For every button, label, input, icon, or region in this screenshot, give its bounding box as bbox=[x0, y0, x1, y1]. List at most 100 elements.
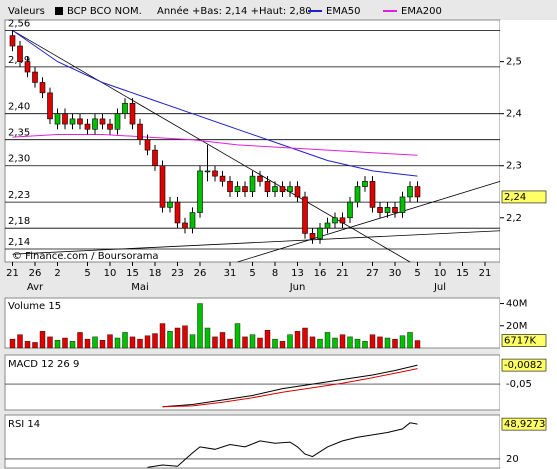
candle-body bbox=[234, 186, 241, 193]
volume-bar bbox=[84, 338, 91, 349]
rsi-panel bbox=[4, 414, 501, 469]
volume-bar bbox=[272, 338, 278, 349]
volume-bar bbox=[167, 331, 173, 349]
candle-body bbox=[317, 227, 323, 239]
y-tick-label: 2,3 bbox=[506, 161, 522, 172]
candle-body bbox=[287, 186, 293, 193]
candle-body bbox=[92, 118, 98, 130]
x-tick-label: 16 bbox=[314, 268, 327, 279]
volume-bar bbox=[264, 330, 271, 349]
candle-body bbox=[17, 45, 23, 62]
volume-bar bbox=[227, 338, 233, 349]
candle-body bbox=[347, 201, 353, 219]
volume-bar bbox=[279, 341, 286, 349]
candle-body bbox=[107, 123, 113, 130]
volume-bar bbox=[234, 323, 241, 349]
volume-bar bbox=[189, 334, 196, 349]
x-tick-label: 10 bbox=[104, 268, 117, 279]
macd-panel bbox=[4, 354, 501, 411]
panel-title: MACD 12 26 9 bbox=[8, 359, 79, 370]
candle-body bbox=[407, 186, 413, 198]
x-tick-label: 27 bbox=[366, 268, 379, 279]
legend-label: EMA200 bbox=[401, 6, 442, 17]
volume-bar bbox=[107, 334, 113, 349]
x-tick-label: 8 bbox=[272, 268, 278, 279]
candle-body bbox=[39, 82, 46, 94]
candle-body bbox=[362, 181, 368, 187]
series-line bbox=[12, 134, 418, 156]
x-tick-label: 23 bbox=[171, 268, 184, 279]
volume-bar bbox=[92, 336, 98, 349]
volume-bar bbox=[174, 327, 181, 349]
volume-bar bbox=[324, 332, 331, 349]
volume-bar bbox=[159, 323, 166, 349]
level-label: 2,40 bbox=[8, 102, 30, 113]
candle-body bbox=[377, 207, 383, 213]
volume-bar bbox=[62, 337, 68, 349]
y-tick-label: 2,2 bbox=[506, 213, 522, 224]
note: © Finance.com / Boursorama bbox=[12, 251, 159, 262]
y-tick-label: 20 bbox=[506, 454, 519, 465]
candle-body bbox=[99, 118, 106, 125]
volume-bar bbox=[39, 331, 46, 349]
candle-body bbox=[399, 196, 406, 213]
candle-body bbox=[414, 186, 421, 198]
month-label: Jul bbox=[433, 282, 446, 293]
x-tick-label: 26 bbox=[29, 268, 42, 279]
candle-body bbox=[24, 61, 31, 73]
last-value-box bbox=[501, 358, 547, 372]
volume-bar bbox=[242, 336, 248, 349]
candle-body bbox=[174, 201, 181, 224]
volume-bar bbox=[152, 333, 158, 349]
x-tick-label: 21 bbox=[336, 268, 349, 279]
candle-body bbox=[122, 102, 128, 114]
volume-bar bbox=[384, 337, 391, 349]
volume-bar bbox=[77, 332, 83, 349]
volume-bar bbox=[219, 332, 226, 349]
panel-title: RSI 14 bbox=[8, 419, 40, 430]
x-tick-label: 30 bbox=[389, 268, 402, 279]
candle-body bbox=[264, 181, 271, 193]
candle-body bbox=[384, 207, 391, 213]
volume-bar bbox=[257, 337, 263, 349]
panel-title: Volume 15 bbox=[8, 301, 61, 312]
x-tick-label: 5 bbox=[414, 268, 420, 279]
candle-body bbox=[279, 186, 286, 193]
y-tick-label: 20M bbox=[506, 321, 527, 332]
candle-body bbox=[339, 217, 346, 224]
x-tick-label: 15 bbox=[456, 268, 469, 279]
volume-bar bbox=[32, 342, 38, 349]
x-tick-label: 21 bbox=[6, 268, 19, 279]
candle-body bbox=[354, 186, 361, 203]
volume-bar bbox=[392, 338, 398, 349]
y-tick-label: -0,05 bbox=[506, 379, 532, 390]
volume-bar bbox=[399, 335, 406, 349]
series-line bbox=[147, 422, 418, 468]
candle-body bbox=[69, 118, 76, 125]
last-value-box bbox=[501, 417, 547, 431]
volume-bar bbox=[17, 334, 23, 349]
volume-bar bbox=[249, 334, 256, 349]
volume-bar bbox=[377, 336, 383, 349]
candle-body bbox=[324, 222, 331, 229]
level-label: 2,23 bbox=[8, 190, 30, 201]
candle-body bbox=[77, 118, 83, 125]
last-value-box bbox=[501, 190, 547, 204]
volume-bar bbox=[294, 331, 301, 349]
candle-body bbox=[242, 186, 248, 193]
level-label: 2,35 bbox=[8, 128, 30, 139]
volume-bar bbox=[309, 336, 316, 349]
candle-body bbox=[129, 102, 136, 125]
x-tick-label: 5 bbox=[249, 268, 255, 279]
trendline bbox=[12, 30, 411, 263]
volume-bar bbox=[204, 327, 211, 349]
candle-body bbox=[219, 175, 226, 182]
candle-body bbox=[144, 139, 151, 151]
volume-bar bbox=[47, 336, 53, 349]
last-value-box bbox=[501, 334, 547, 347]
y-tick-label: 40M bbox=[506, 299, 527, 310]
volume-bar bbox=[197, 303, 203, 349]
x-tick-label: 2 bbox=[54, 268, 60, 279]
candle-body bbox=[182, 222, 188, 229]
x-tick-label: 18 bbox=[149, 268, 162, 279]
